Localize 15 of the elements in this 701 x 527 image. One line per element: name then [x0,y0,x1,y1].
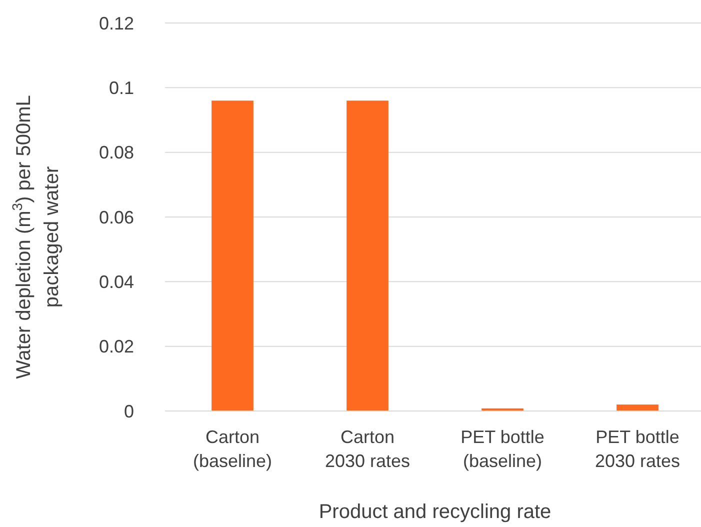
y-tick-label: 0.1 [108,78,134,98]
bar [616,404,658,411]
y-tick-label: 0 [124,401,134,422]
bar [212,100,254,411]
y-tick-label: 0.02 [98,336,134,357]
x-tick-label: Carton (baseline) [192,427,272,471]
bar [346,100,388,411]
y-tick-label: 0.12 [98,13,134,34]
y-tick-label: 0.06 [98,207,134,228]
x-axis-title: Product and recycling rate [318,501,552,523]
x-tick-label: PET bottle 2030 rates [594,427,680,471]
x-tick-label: PET bottle (baseline) [460,427,544,471]
x-tick-label: Carton 2030 rates [324,427,410,471]
y-tick-label: 0.08 [98,142,134,163]
y-tick-label: 0.04 [98,272,134,292]
